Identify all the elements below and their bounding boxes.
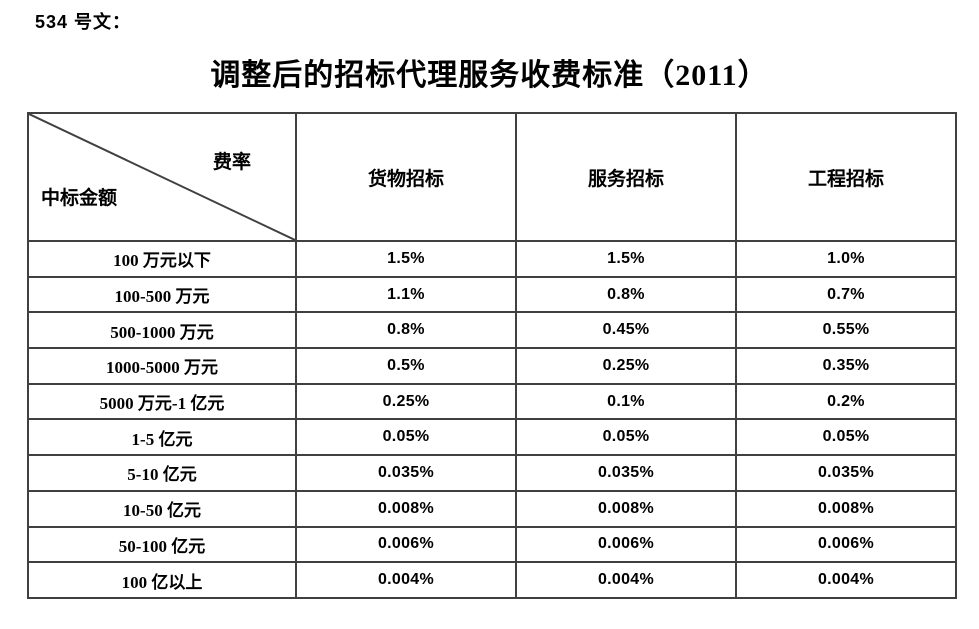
column-header-engineering-bidding: 工程招标: [735, 112, 957, 242]
table-header-row: 费率 中标金额 货物招标 服务招标 工程招标: [27, 112, 957, 242]
row-label: 5-10 亿元: [27, 454, 297, 492]
fee-cell: 0.006%: [735, 525, 957, 564]
table-row: 1-5 亿元 0.05% 0.05% 0.05%: [27, 418, 957, 457]
row-label: 100-500 万元: [27, 275, 297, 314]
fee-cell: 0.004%: [515, 561, 737, 599]
fee-cell: 0.035%: [295, 454, 517, 492]
row-label: 10-50 亿元: [27, 489, 297, 528]
table-row: 1000-5000 万元 0.5% 0.25% 0.35%: [27, 347, 957, 385]
doc-number-label: 534 号文：: [35, 12, 132, 32]
table-row: 100 亿以上 0.004% 0.004% 0.004%: [27, 561, 957, 599]
fee-cell: 0.035%: [735, 454, 957, 492]
fee-cell: 0.8%: [295, 311, 517, 350]
fee-cell: 0.035%: [515, 454, 737, 492]
table-row: 5-10 亿元 0.035% 0.035% 0.035%: [27, 454, 957, 492]
fee-cell: 1.5%: [515, 240, 737, 278]
fee-cell: 1.1%: [295, 275, 517, 314]
fee-cell: 0.006%: [295, 525, 517, 564]
fee-cell: 0.25%: [515, 347, 737, 385]
fee-cell: 0.008%: [295, 489, 517, 528]
column-header-goods-bidding: 货物招标: [295, 112, 517, 242]
row-label: 5000 万元-1 亿元: [27, 382, 297, 421]
fee-cell: 0.008%: [515, 489, 737, 528]
fee-cell: 0.45%: [515, 311, 737, 350]
table-row: 10-50 亿元 0.008% 0.008% 0.008%: [27, 489, 957, 528]
row-label: 1-5 亿元: [27, 418, 297, 457]
fee-cell: 0.1%: [515, 382, 737, 421]
row-label: 500-1000 万元: [27, 311, 297, 350]
fee-cell: 0.004%: [295, 561, 517, 599]
fee-cell: 0.8%: [515, 275, 737, 314]
fee-cell: 0.006%: [515, 525, 737, 564]
row-label: 50-100 亿元: [27, 525, 297, 564]
fee-cell: 0.05%: [295, 418, 517, 457]
fee-cell: 0.008%: [735, 489, 957, 528]
fee-rate-table: 费率 中标金额 货物招标 服务招标 工程招标 100 万元以下 1.5% 1.5…: [27, 112, 957, 599]
fee-cell: 1.0%: [735, 240, 957, 278]
column-header-service-bidding: 服务招标: [515, 112, 737, 242]
fee-cell: 1.5%: [295, 240, 517, 278]
fee-cell: 0.5%: [295, 347, 517, 385]
corner-label-rate: 费率: [212, 152, 251, 173]
table-row: 100-500 万元 1.1% 0.8% 0.7%: [27, 275, 957, 314]
table-row: 5000 万元-1 亿元 0.25% 0.1% 0.2%: [27, 382, 957, 421]
diagonal-divider-line: [29, 114, 295, 240]
fee-cell: 0.2%: [735, 382, 957, 421]
fee-cell: 0.25%: [295, 382, 517, 421]
table-row: 50-100 亿元 0.006% 0.006% 0.006%: [27, 525, 957, 564]
page-title: 调整后的招标代理服务收费标准（2011）: [210, 59, 769, 92]
corner-label-bid-amount: 中标金额: [41, 188, 118, 209]
corner-header-cell: 费率 中标金额: [27, 112, 297, 242]
fee-cell: 0.35%: [735, 347, 957, 385]
fee-cell: 0.55%: [735, 311, 957, 350]
fee-cell: 0.05%: [515, 418, 737, 457]
row-label: 1000-5000 万元: [27, 347, 297, 385]
fee-cell: 0.004%: [735, 561, 957, 599]
row-label: 100 万元以下: [27, 240, 297, 278]
row-label: 100 亿以上: [27, 561, 297, 599]
table-row: 100 万元以下 1.5% 1.5% 1.0%: [27, 240, 957, 278]
fee-cell: 0.7%: [735, 275, 957, 314]
table-row: 500-1000 万元 0.8% 0.45% 0.55%: [27, 311, 957, 350]
fee-cell: 0.05%: [735, 418, 957, 457]
